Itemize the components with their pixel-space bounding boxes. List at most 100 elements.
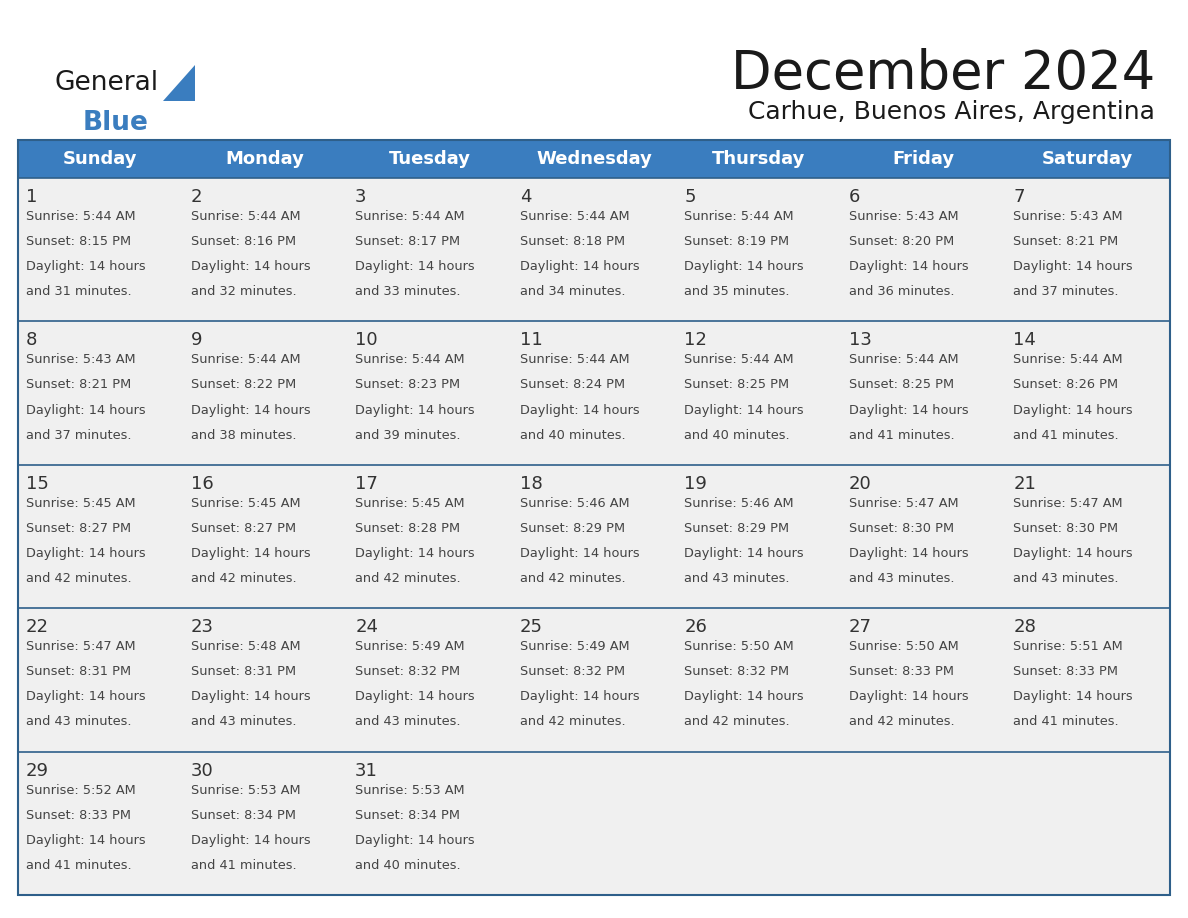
- Text: Sunrise: 5:44 AM: Sunrise: 5:44 AM: [190, 210, 301, 223]
- Text: Daylight: 14 hours: Daylight: 14 hours: [1013, 690, 1133, 703]
- Text: Sunset: 8:32 PM: Sunset: 8:32 PM: [355, 666, 460, 678]
- Text: Sunset: 8:30 PM: Sunset: 8:30 PM: [849, 522, 954, 535]
- Text: 12: 12: [684, 331, 707, 350]
- Text: Sunrise: 5:44 AM: Sunrise: 5:44 AM: [519, 353, 630, 366]
- Text: and 41 minutes.: and 41 minutes.: [1013, 715, 1119, 729]
- Text: 7: 7: [1013, 188, 1025, 206]
- Text: Daylight: 14 hours: Daylight: 14 hours: [355, 260, 475, 274]
- Text: Sunset: 8:19 PM: Sunset: 8:19 PM: [684, 235, 789, 248]
- Text: 23: 23: [190, 618, 214, 636]
- Text: Daylight: 14 hours: Daylight: 14 hours: [190, 404, 310, 417]
- Text: and 42 minutes.: and 42 minutes.: [26, 572, 132, 585]
- Text: Sunset: 8:34 PM: Sunset: 8:34 PM: [355, 809, 460, 822]
- Text: 17: 17: [355, 475, 378, 493]
- Text: Sunset: 8:33 PM: Sunset: 8:33 PM: [849, 666, 954, 678]
- Text: Daylight: 14 hours: Daylight: 14 hours: [355, 690, 475, 703]
- Text: Sunday: Sunday: [63, 150, 138, 168]
- Text: 15: 15: [26, 475, 49, 493]
- Text: Sunset: 8:27 PM: Sunset: 8:27 PM: [190, 522, 296, 535]
- Text: 1: 1: [26, 188, 37, 206]
- Text: and 42 minutes.: and 42 minutes.: [519, 572, 625, 585]
- Text: Tuesday: Tuesday: [388, 150, 470, 168]
- Text: and 32 minutes.: and 32 minutes.: [190, 285, 296, 298]
- Text: Sunset: 8:26 PM: Sunset: 8:26 PM: [1013, 378, 1119, 391]
- Text: Sunrise: 5:43 AM: Sunrise: 5:43 AM: [1013, 210, 1123, 223]
- Text: Sunrise: 5:51 AM: Sunrise: 5:51 AM: [1013, 640, 1123, 654]
- Text: Sunrise: 5:44 AM: Sunrise: 5:44 AM: [849, 353, 959, 366]
- Text: Thursday: Thursday: [712, 150, 805, 168]
- Text: Sunset: 8:17 PM: Sunset: 8:17 PM: [355, 235, 460, 248]
- Text: and 37 minutes.: and 37 minutes.: [26, 429, 132, 442]
- Text: Sunset: 8:33 PM: Sunset: 8:33 PM: [26, 809, 131, 822]
- Text: Sunrise: 5:50 AM: Sunrise: 5:50 AM: [849, 640, 959, 654]
- Bar: [18, 609, 1170, 752]
- Text: Sunset: 8:31 PM: Sunset: 8:31 PM: [26, 666, 131, 678]
- Text: Daylight: 14 hours: Daylight: 14 hours: [849, 260, 968, 274]
- Text: 26: 26: [684, 618, 707, 636]
- Text: Daylight: 14 hours: Daylight: 14 hours: [684, 260, 804, 274]
- Text: 28: 28: [1013, 618, 1036, 636]
- Text: Sunrise: 5:53 AM: Sunrise: 5:53 AM: [190, 784, 301, 797]
- Text: and 42 minutes.: and 42 minutes.: [519, 715, 625, 729]
- Text: 6: 6: [849, 188, 860, 206]
- Text: Sunrise: 5:47 AM: Sunrise: 5:47 AM: [1013, 497, 1123, 509]
- Text: 31: 31: [355, 762, 378, 779]
- Text: Sunrise: 5:44 AM: Sunrise: 5:44 AM: [355, 210, 465, 223]
- Text: and 39 minutes.: and 39 minutes.: [355, 429, 461, 442]
- Text: Sunset: 8:33 PM: Sunset: 8:33 PM: [1013, 666, 1118, 678]
- Text: Sunrise: 5:46 AM: Sunrise: 5:46 AM: [519, 497, 630, 509]
- Text: Sunset: 8:32 PM: Sunset: 8:32 PM: [519, 666, 625, 678]
- Text: Daylight: 14 hours: Daylight: 14 hours: [26, 404, 146, 417]
- Text: Daylight: 14 hours: Daylight: 14 hours: [849, 404, 968, 417]
- Text: Sunset: 8:32 PM: Sunset: 8:32 PM: [684, 666, 789, 678]
- Text: 13: 13: [849, 331, 872, 350]
- Text: 27: 27: [849, 618, 872, 636]
- Text: 11: 11: [519, 331, 543, 350]
- Text: 2: 2: [190, 188, 202, 206]
- Text: Sunrise: 5:43 AM: Sunrise: 5:43 AM: [849, 210, 959, 223]
- Text: and 37 minutes.: and 37 minutes.: [1013, 285, 1119, 298]
- Text: Sunset: 8:24 PM: Sunset: 8:24 PM: [519, 378, 625, 391]
- Text: 3: 3: [355, 188, 367, 206]
- Text: Sunrise: 5:43 AM: Sunrise: 5:43 AM: [26, 353, 135, 366]
- Text: Carhue, Buenos Aires, Argentina: Carhue, Buenos Aires, Argentina: [748, 100, 1155, 124]
- Text: Sunset: 8:18 PM: Sunset: 8:18 PM: [519, 235, 625, 248]
- Text: Sunset: 8:25 PM: Sunset: 8:25 PM: [849, 378, 954, 391]
- Text: Sunrise: 5:44 AM: Sunrise: 5:44 AM: [519, 210, 630, 223]
- Text: Saturday: Saturday: [1042, 150, 1133, 168]
- Text: Sunrise: 5:47 AM: Sunrise: 5:47 AM: [26, 640, 135, 654]
- Text: and 40 minutes.: and 40 minutes.: [519, 429, 625, 442]
- Text: Daylight: 14 hours: Daylight: 14 hours: [355, 547, 475, 560]
- Text: and 42 minutes.: and 42 minutes.: [684, 715, 790, 729]
- Text: 24: 24: [355, 618, 378, 636]
- Text: Sunrise: 5:52 AM: Sunrise: 5:52 AM: [26, 784, 135, 797]
- Text: and 42 minutes.: and 42 minutes.: [190, 572, 296, 585]
- Text: Sunrise: 5:44 AM: Sunrise: 5:44 AM: [684, 210, 794, 223]
- Text: Sunrise: 5:45 AM: Sunrise: 5:45 AM: [355, 497, 465, 509]
- Text: Sunset: 8:15 PM: Sunset: 8:15 PM: [26, 235, 131, 248]
- Text: Sunset: 8:30 PM: Sunset: 8:30 PM: [1013, 522, 1119, 535]
- Text: 20: 20: [849, 475, 872, 493]
- Text: Daylight: 14 hours: Daylight: 14 hours: [519, 547, 639, 560]
- Text: Sunrise: 5:49 AM: Sunrise: 5:49 AM: [519, 640, 630, 654]
- Text: Daylight: 14 hours: Daylight: 14 hours: [190, 260, 310, 274]
- Text: Daylight: 14 hours: Daylight: 14 hours: [1013, 404, 1133, 417]
- Text: Sunrise: 5:46 AM: Sunrise: 5:46 AM: [684, 497, 794, 509]
- Text: Daylight: 14 hours: Daylight: 14 hours: [26, 834, 146, 846]
- Text: Monday: Monday: [226, 150, 304, 168]
- Text: 22: 22: [26, 618, 49, 636]
- Text: General: General: [55, 70, 159, 96]
- Text: Sunrise: 5:49 AM: Sunrise: 5:49 AM: [355, 640, 465, 654]
- Polygon shape: [163, 65, 195, 101]
- Text: Sunset: 8:22 PM: Sunset: 8:22 PM: [190, 378, 296, 391]
- Text: 14: 14: [1013, 331, 1036, 350]
- Text: Sunset: 8:31 PM: Sunset: 8:31 PM: [190, 666, 296, 678]
- Text: Daylight: 14 hours: Daylight: 14 hours: [1013, 547, 1133, 560]
- Text: 8: 8: [26, 331, 37, 350]
- Text: Daylight: 14 hours: Daylight: 14 hours: [190, 690, 310, 703]
- Text: and 33 minutes.: and 33 minutes.: [355, 285, 461, 298]
- Text: Sunset: 8:25 PM: Sunset: 8:25 PM: [684, 378, 789, 391]
- Text: Daylight: 14 hours: Daylight: 14 hours: [355, 404, 475, 417]
- Bar: [18, 321, 1170, 465]
- Text: and 34 minutes.: and 34 minutes.: [519, 285, 625, 298]
